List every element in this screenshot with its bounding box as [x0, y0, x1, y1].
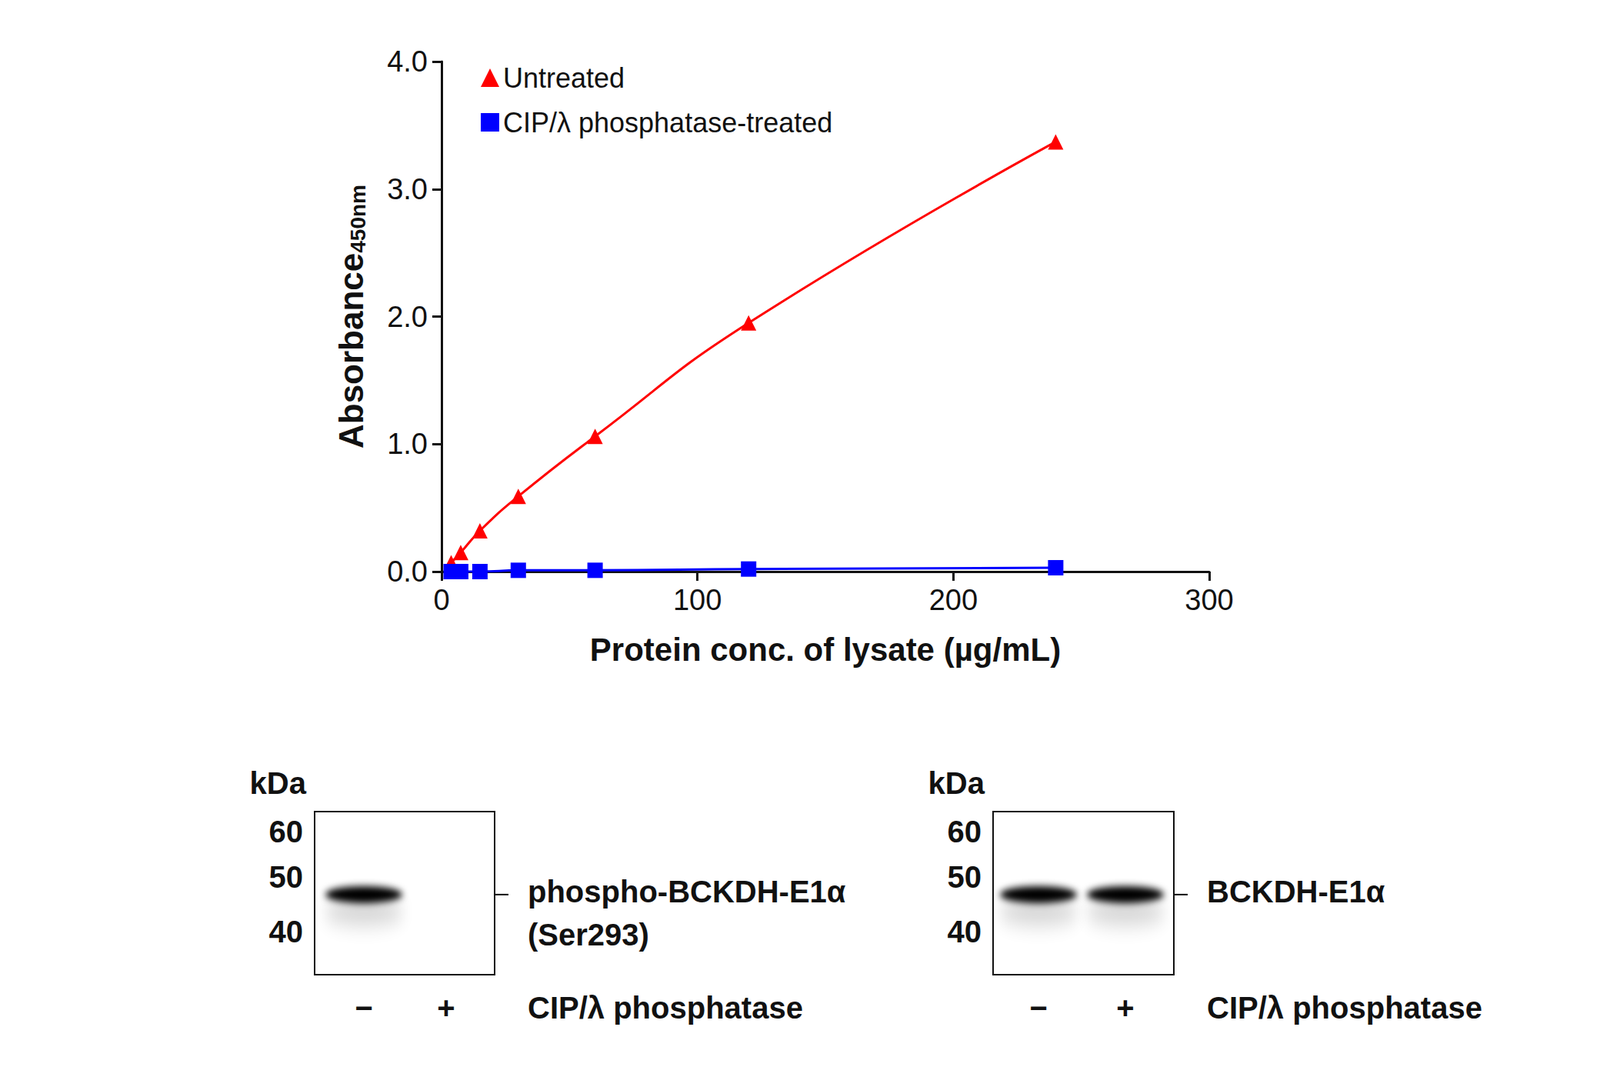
svg-text:50: 50 [269, 860, 304, 894]
svg-text:+: + [1116, 990, 1134, 1025]
svg-text:50: 50 [947, 860, 983, 894]
svg-text:+: + [436, 990, 455, 1025]
svg-text:CIP/λ phosphatase: CIP/λ phosphatase [1206, 990, 1483, 1025]
svg-text:(Ser293): (Ser293) [527, 917, 650, 952]
svg-text:60: 60 [947, 814, 983, 849]
svg-text:CIP/λ phosphatase: CIP/λ phosphatase [527, 990, 804, 1025]
svg-text:−: − [1029, 990, 1047, 1025]
svg-text:kDa: kDa [928, 766, 986, 800]
svg-text:BCKDH-E1α: BCKDH-E1α [1206, 874, 1386, 909]
svg-text:60: 60 [269, 814, 304, 849]
svg-text:kDa: kDa [250, 766, 307, 800]
svg-text:1.0: 1.0 [386, 427, 428, 460]
svg-text:Protein conc. of lysate (µg/mL: Protein conc. of lysate (µg/mL) [590, 631, 1061, 668]
svg-text:0.0: 0.0 [386, 555, 428, 588]
svg-text:450nm: 450nm [346, 184, 370, 254]
svg-text:300: 300 [1184, 583, 1234, 617]
svg-text:40: 40 [947, 914, 983, 949]
svg-text:Untreated: Untreated [503, 62, 625, 94]
svg-text:3.0: 3.0 [386, 173, 428, 206]
svg-text:CIP/λ phosphatase-treated: CIP/λ phosphatase-treated [503, 106, 833, 139]
svg-text:40: 40 [269, 914, 304, 949]
svg-text:4.0: 4.0 [386, 45, 428, 78]
svg-text:100: 100 [673, 583, 722, 617]
svg-text:Absorbance: Absorbance [332, 253, 370, 449]
svg-text:0: 0 [433, 583, 450, 617]
svg-text:200: 200 [929, 583, 978, 617]
svg-text:phospho-BCKDH-E1α: phospho-BCKDH-E1α [527, 874, 847, 909]
svg-text:2.0: 2.0 [386, 300, 428, 334]
svg-text:−: − [354, 990, 373, 1025]
